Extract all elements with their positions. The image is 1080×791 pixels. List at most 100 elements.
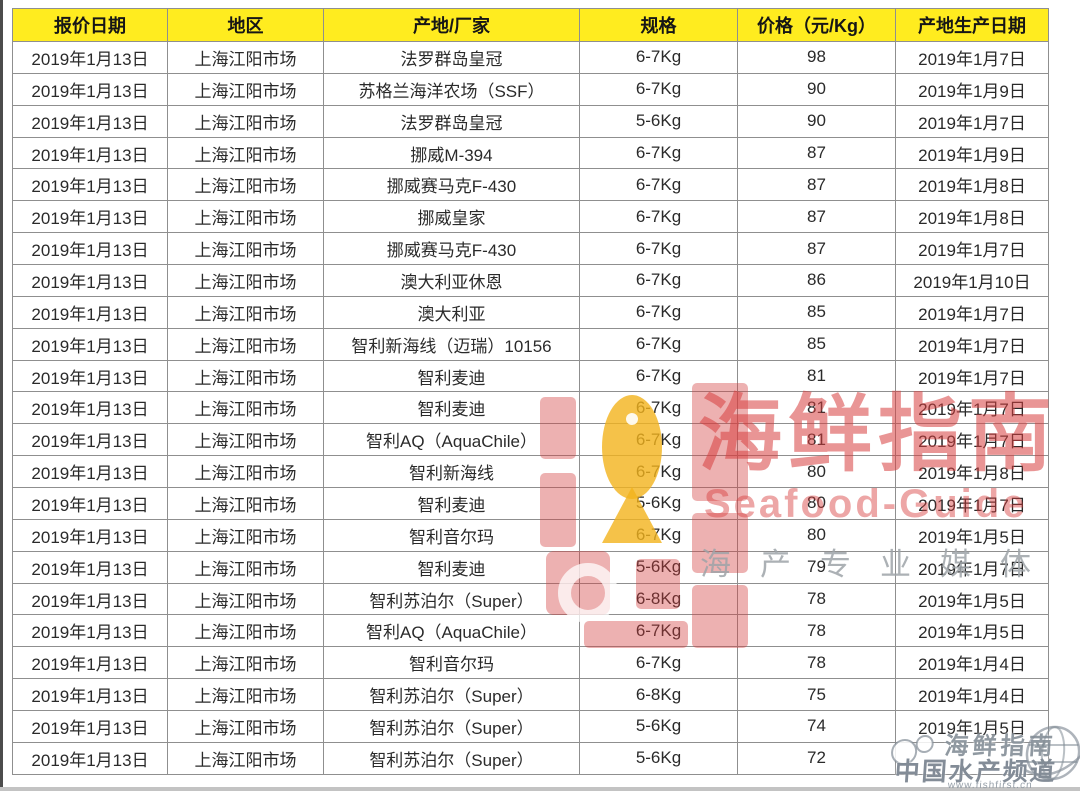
table-cell-producer: 挪威皇家	[323, 200, 580, 234]
table-cell-prod-date: 2019年1月7日	[895, 41, 1049, 74]
table-cell-region: 上海江阳市场	[167, 168, 324, 202]
table-cell-prod-date: 2019年1月4日	[895, 646, 1049, 680]
salmon-price-table: 报价日期 地区 产地/厂家 规格 价格（元/Kg） 产地生产日期 2019年1月…	[12, 8, 1049, 776]
table-cell-price: 98	[737, 41, 896, 74]
table-cell-price: 74	[737, 710, 896, 743]
table-cell-quote-date: 2019年1月13日	[12, 741, 168, 776]
table-cell-region: 上海江阳市场	[167, 136, 324, 170]
table-cell-prod-date: 2019年1月7日	[895, 487, 1049, 520]
table-cell-quote-date: 2019年1月13日	[12, 710, 168, 743]
table-row: 2019年1月13日 上海江阳市场 澳大利亚休恩 6-7Kg 86 2019年1月10日	[12, 264, 1049, 297]
table-row: 2019年1月13日 上海江阳市场 智利麦迪 5-6Kg 79 2019年1月7日	[12, 550, 1049, 584]
table-body: 2019年1月13日 上海江阳市场 法罗群岛皇冠 6-7Kg 98 2019年1月7日 20…	[12, 41, 1049, 776]
table-cell-region: 上海江阳市场	[167, 710, 324, 743]
table-cell-prod-date: 2019年1月7日	[895, 391, 1049, 425]
table-cell-region: 上海江阳市场	[167, 614, 324, 648]
column-header-quote-date: 报价日期	[12, 8, 168, 42]
table-cell-quote-date: 2019年1月13日	[12, 614, 168, 648]
table-cell-quote-date: 2019年1月13日	[12, 518, 168, 552]
table-cell-price: 78	[737, 582, 896, 616]
table-cell-producer: 智利麦迪	[323, 487, 580, 520]
table-cell-prod-date: 2019年1月7日	[895, 104, 1049, 138]
table-cell-quote-date: 2019年1月13日	[12, 136, 168, 170]
table-cell-prod-date: 2019年1月5日	[895, 582, 1049, 616]
table-cell-region: 上海江阳市场	[167, 359, 324, 393]
table-cell-prod-date: 2019年1月8日	[895, 168, 1049, 202]
table-row: 2019年1月13日 上海江阳市场 智利苏泊尔（Super） 6-8Kg 78 2019年…	[12, 582, 1049, 616]
table-cell-spec: 6-7Kg	[579, 327, 738, 361]
table-cell-region: 上海江阳市场	[167, 72, 324, 106]
table-cell-price: 81	[737, 423, 896, 457]
table-cell-quote-date: 2019年1月13日	[12, 678, 168, 712]
table-cell-producer: 智利麦迪	[323, 550, 580, 584]
table-cell-spec: 6-7Kg	[579, 391, 738, 425]
table-cell-price: 81	[737, 359, 896, 393]
table-cell-spec: 6-7Kg	[579, 295, 738, 329]
table-cell-producer: 挪威赛马克F-430	[323, 232, 580, 266]
table-cell-prod-date: 2019年1月7日	[895, 295, 1049, 329]
table-cell-prod-date: 2019年1月9日	[895, 136, 1049, 170]
table-row: 2019年1月13日 上海江阳市场 挪威M-394 6-7Kg 87 2019年1月9日	[12, 136, 1049, 170]
table-cell-producer: 智利音尔玛	[323, 646, 580, 680]
table-cell-price: 80	[737, 455, 896, 489]
table-row: 2019年1月13日 上海江阳市场 智利新海线（迈瑞）10156 6-7Kg 85 201…	[12, 327, 1049, 361]
table-cell-quote-date: 2019年1月13日	[12, 168, 168, 202]
table-cell-prod-date: 2019年1月7日	[895, 327, 1049, 361]
table-row: 2019年1月13日 上海江阳市场 法罗群岛皇冠 5-6Kg 90 2019年1月7日	[12, 104, 1049, 138]
table-cell-producer: 智利苏泊尔（Super）	[323, 678, 580, 712]
table-cell-producer: 智利AQ（AquaChile）	[323, 423, 580, 457]
table-cell-region: 上海江阳市场	[167, 264, 324, 297]
table-cell-spec: 6-7Kg	[579, 232, 738, 266]
table-row: 2019年1月13日 上海江阳市场 苏格兰海洋农场（SSF） 6-7Kg 90 2019年…	[12, 72, 1049, 106]
table-cell-region: 上海江阳市场	[167, 232, 324, 266]
table-cell-producer: 智利苏泊尔（Super）	[323, 741, 580, 776]
table-cell-producer: 法罗群岛皇冠	[323, 41, 580, 74]
table-cell-price: 86	[737, 264, 896, 297]
table-cell-producer: 智利音尔玛	[323, 518, 580, 552]
table-row: 2019年1月13日 上海江阳市场 智利苏泊尔（Super） 5-6Kg 72	[12, 741, 1049, 776]
table-cell-price: 80	[737, 518, 896, 552]
table-cell-price: 85	[737, 327, 896, 361]
table-cell-quote-date: 2019年1月13日	[12, 327, 168, 361]
table-cell-prod-date: 2019年1月7日	[895, 550, 1049, 584]
table-cell-prod-date: 2019年1月5日	[895, 518, 1049, 552]
table-cell-spec: 5-6Kg	[579, 710, 738, 743]
table-cell-price: 90	[737, 72, 896, 106]
table-cell-spec: 6-8Kg	[579, 678, 738, 712]
table-cell-region: 上海江阳市场	[167, 327, 324, 361]
table-cell-quote-date: 2019年1月13日	[12, 359, 168, 393]
table-cell-spec: 5-6Kg	[579, 487, 738, 520]
table-cell-producer: 智利麦迪	[323, 359, 580, 393]
table-cell-quote-date: 2019年1月13日	[12, 104, 168, 138]
table-cell-quote-date: 2019年1月13日	[12, 264, 168, 297]
table-cell-region: 上海江阳市场	[167, 391, 324, 425]
table-cell-price: 90	[737, 104, 896, 138]
table-cell-price: 87	[737, 232, 896, 266]
table-cell-region: 上海江阳市场	[167, 518, 324, 552]
table-cell-spec: 6-7Kg	[579, 168, 738, 202]
table-cell-quote-date: 2019年1月13日	[12, 582, 168, 616]
table-cell-quote-date: 2019年1月13日	[12, 391, 168, 425]
table-cell-price: 72	[737, 741, 896, 776]
table-row: 2019年1月13日 上海江阳市场 智利苏泊尔（Super） 5-6Kg 74 2019年…	[12, 710, 1049, 743]
table-cell-prod-date: 2019年1月5日	[895, 614, 1049, 648]
table-cell-price: 80	[737, 487, 896, 520]
table-cell-prod-date: 2019年1月7日	[895, 232, 1049, 266]
table-cell-price: 87	[737, 136, 896, 170]
table-cell-spec: 6-7Kg	[579, 455, 738, 489]
table-cell-spec: 6-8Kg	[579, 582, 738, 616]
table-cell-region: 上海江阳市场	[167, 200, 324, 234]
table-cell-region: 上海江阳市场	[167, 487, 324, 520]
table-row: 2019年1月13日 上海江阳市场 智利麦迪 6-7Kg 81 2019年1月7日	[12, 391, 1049, 425]
table-row: 2019年1月13日 上海江阳市场 澳大利亚 6-7Kg 85 2019年1月7日	[12, 295, 1049, 329]
table-cell-spec: 6-7Kg	[579, 359, 738, 393]
table-cell-spec: 5-6Kg	[579, 104, 738, 138]
table-cell-region: 上海江阳市场	[167, 741, 324, 776]
table-cell-region: 上海江阳市场	[167, 423, 324, 457]
table-row: 2019年1月13日 上海江阳市场 智利音尔玛 6-7Kg 80 2019年1月5日	[12, 518, 1049, 552]
table-cell-price: 78	[737, 646, 896, 680]
table-cell-quote-date: 2019年1月13日	[12, 232, 168, 266]
table-cell-price: 79	[737, 550, 896, 584]
table-cell-quote-date: 2019年1月13日	[12, 295, 168, 329]
table-cell-quote-date: 2019年1月13日	[12, 200, 168, 234]
